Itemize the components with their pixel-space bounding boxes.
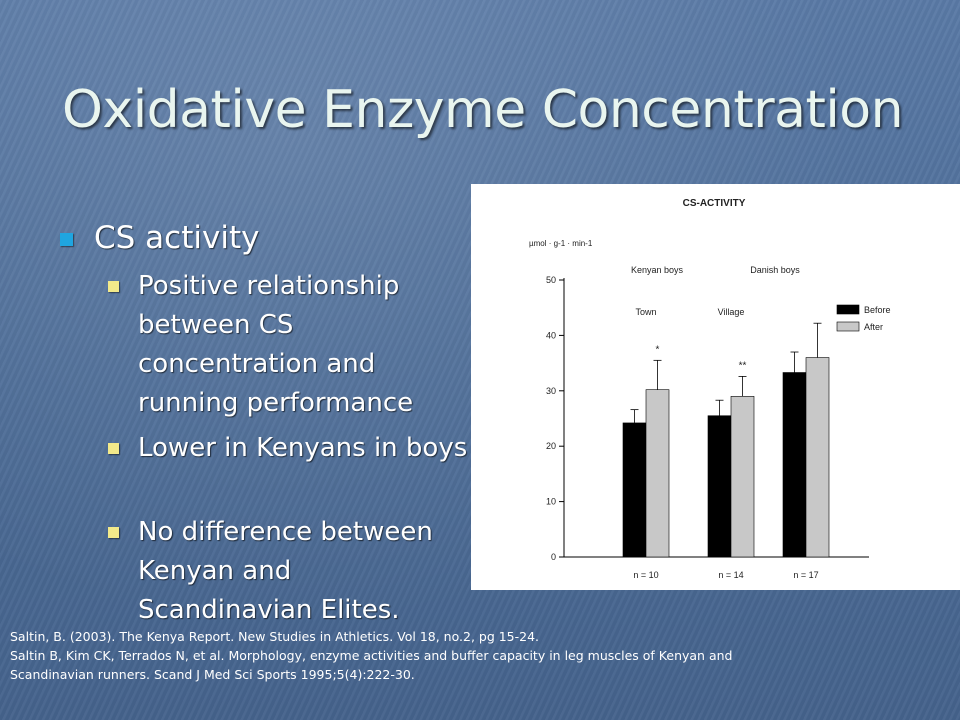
- bar: [730, 396, 755, 558]
- legend-swatch: [836, 321, 860, 332]
- bar: [782, 372, 807, 558]
- bar: [805, 357, 830, 558]
- n-label: n = 17: [793, 570, 818, 580]
- bullet-text: CS activity: [94, 220, 260, 256]
- legend-label: After: [864, 322, 883, 332]
- y-axis-label: µmol · g-1 · min-1: [529, 239, 593, 248]
- y-tick-label: 10: [546, 497, 556, 507]
- group-label: Danish boys: [750, 265, 800, 275]
- reference-line: Scandinavian runners. Scand J Med Sci Sp…: [10, 667, 415, 682]
- cs-activity-chart: CS-ACTIVITY µmol · g-1 · min-1 0 10 20 30 40 50…: [529, 198, 891, 580]
- references: Saltin, B. (2003). The Kenya Report. New…: [10, 627, 930, 684]
- reference-line: Saltin B, Kim CK, Terrados N, et al. Mor…: [10, 648, 733, 663]
- legend-label: Before: [864, 305, 891, 315]
- category-label: Village: [718, 307, 745, 317]
- category-label: Town: [635, 307, 656, 317]
- slide-title: Oxidative Enzyme Concentration: [62, 80, 904, 140]
- bar: [645, 389, 670, 558]
- group-label: Kenyan boys: [631, 265, 684, 275]
- n-label: n = 10: [633, 570, 658, 580]
- significance-marker: *: [656, 344, 660, 355]
- bullet-square-icon: [60, 233, 73, 246]
- sub-bullet-text: Positive relationship between CS concent…: [138, 271, 414, 418]
- sub-bullet-square-icon: [108, 443, 119, 454]
- reference-line: Saltin, B. (2003). The Kenya Report. New…: [10, 629, 540, 644]
- sub-bullet-square-icon: [108, 527, 119, 538]
- chart-title: CS-ACTIVITY: [683, 198, 746, 209]
- significance-marker: **: [739, 360, 747, 371]
- n-label: n = 14: [718, 570, 743, 580]
- y-tick-label: 50: [546, 275, 556, 285]
- sub-bullet-text: Lower in Kenyans in boys: [138, 433, 468, 463]
- y-tick-label: 0: [551, 552, 556, 562]
- sub-bullet-square-icon: [108, 281, 119, 292]
- legend-swatch: [836, 304, 860, 315]
- y-tick-label: 40: [546, 330, 556, 340]
- bar: [622, 422, 647, 558]
- sub-bullet-text: No difference between Kenyan and Scandin…: [138, 517, 433, 625]
- y-tick-label: 20: [546, 441, 556, 451]
- bar: [707, 415, 732, 558]
- y-tick-label: 30: [546, 386, 556, 396]
- cs-activity-chart-panel: CS-ACTIVITY µmol · g-1 · min-1 0 10 20 30 40 50…: [471, 184, 960, 590]
